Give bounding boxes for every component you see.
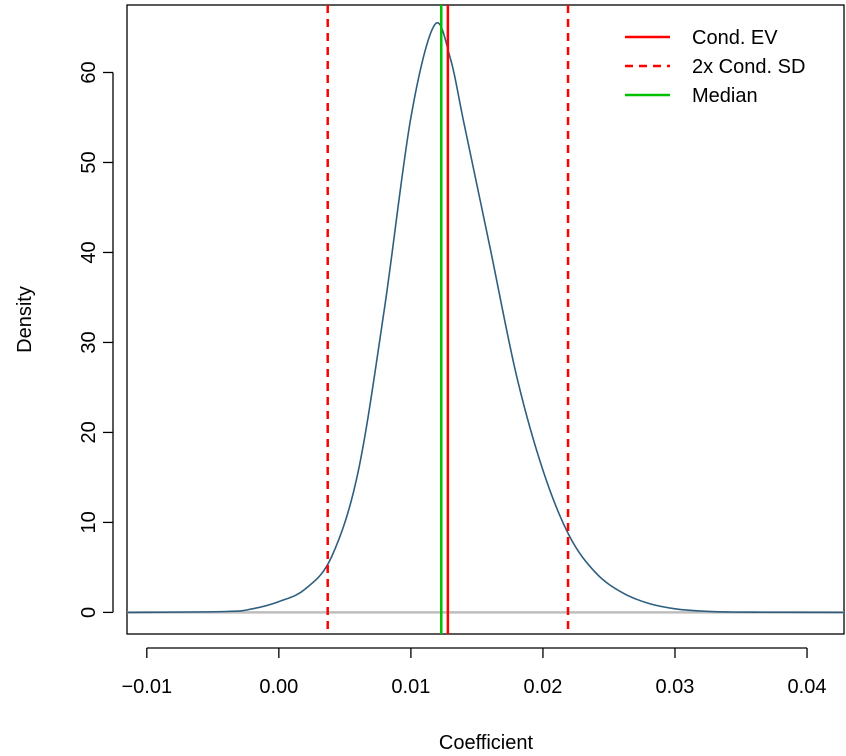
x-tick-label: 0.02	[523, 676, 562, 698]
x-axis: −0.01 0.00 0.01 0.02 0.03 0.04	[122, 647, 827, 698]
plot-frame	[126, 4, 845, 635]
y-tick-label: 60	[78, 61, 100, 83]
y-tick-label: 40	[78, 241, 100, 263]
y-tick-label: 50	[78, 151, 100, 173]
legend-label: 2x Cond. SD	[692, 56, 805, 78]
legend: Cond. EV 2x Cond. SD Median	[625, 27, 805, 107]
y-tick-label: 0	[78, 607, 100, 618]
y-axis-title: Density	[14, 286, 36, 353]
x-axis-title: Coefficient	[439, 732, 534, 754]
legend-label: Median	[692, 85, 758, 107]
x-tick-label: 0.04	[788, 676, 827, 698]
x-tick-label: 0.00	[259, 676, 298, 698]
y-tick-label: 20	[78, 421, 100, 443]
y-tick-label: 30	[78, 331, 100, 353]
x-tick-label: −0.01	[122, 676, 173, 698]
density-curve	[126, 22, 845, 614]
x-tick-label: 0.03	[656, 676, 695, 698]
x-tick-label: 0.01	[391, 676, 430, 698]
y-axis: 0 10 20 30 40 50 60	[78, 61, 114, 618]
legend-label: Cond. EV	[692, 27, 778, 49]
y-tick-label: 10	[78, 511, 100, 533]
plot-layer	[126, 5, 845, 634]
